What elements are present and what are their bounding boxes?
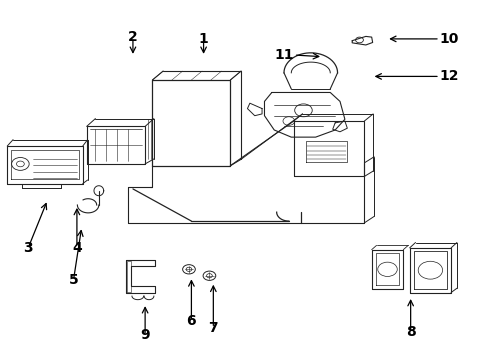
Text: 11: 11 — [274, 48, 294, 62]
Text: 10: 10 — [440, 32, 459, 46]
Text: 7: 7 — [209, 321, 218, 335]
Text: 5: 5 — [69, 273, 78, 287]
Text: 4: 4 — [72, 241, 82, 255]
Text: 3: 3 — [24, 241, 33, 255]
Text: 12: 12 — [440, 69, 460, 84]
Text: 8: 8 — [406, 325, 416, 339]
Text: 9: 9 — [140, 328, 150, 342]
Text: 1: 1 — [199, 32, 208, 46]
Text: 6: 6 — [187, 314, 196, 328]
Text: 2: 2 — [128, 30, 138, 44]
